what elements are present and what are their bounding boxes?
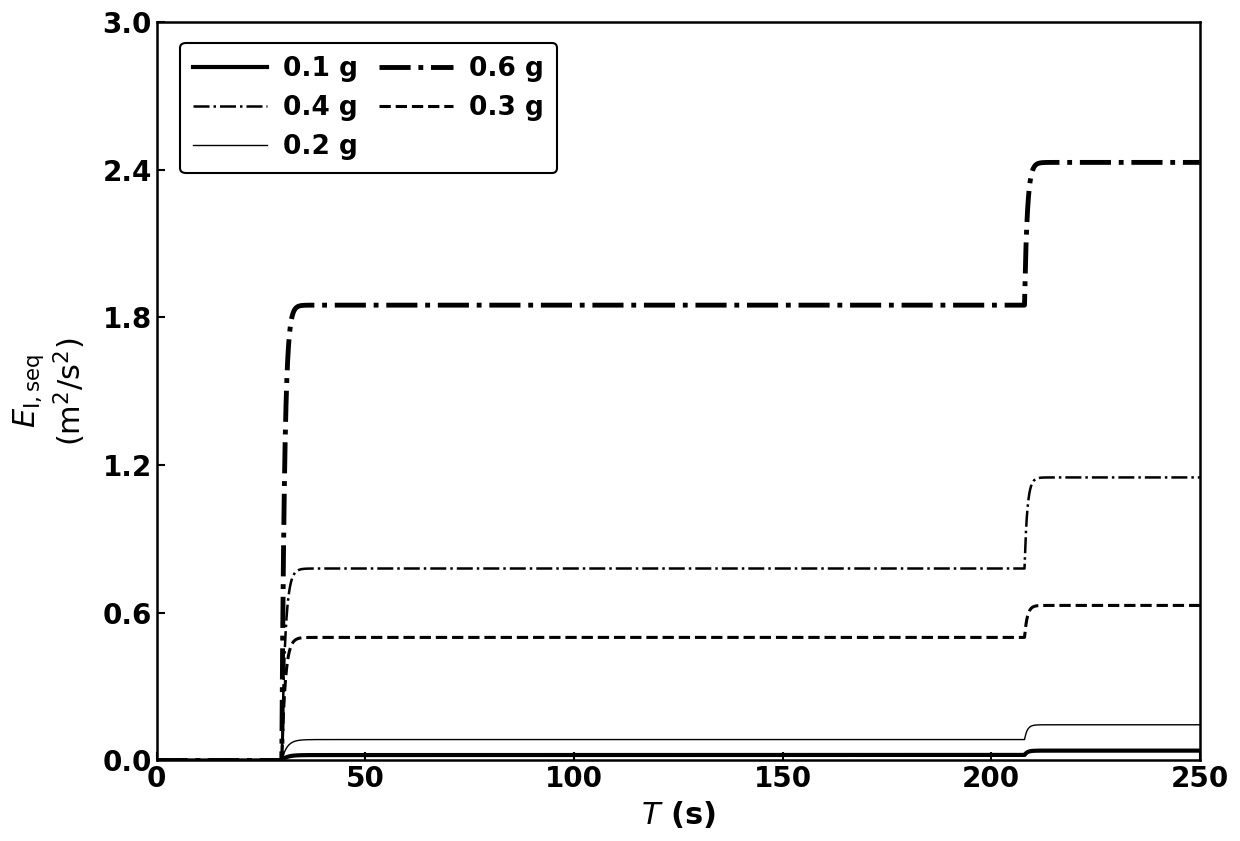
0.3 g (192, 755, 207, 765)
0.2 g (149, 755, 164, 765)
Line: 0.3 g: 0.3 g (156, 606, 1200, 760)
0.3 g (149, 755, 164, 765)
0.1 g (192, 755, 207, 765)
0.1 g (149, 755, 164, 765)
0.1 g (1193, 746, 1208, 756)
0.4 g (212, 755, 227, 765)
0.4 g (1116, 473, 1131, 483)
0.3 g (212, 755, 227, 765)
0.2 g (192, 755, 207, 765)
0.3 g (1137, 600, 1152, 611)
0.2 g (1193, 720, 1208, 730)
0.4 g (149, 755, 164, 765)
0.4 g (353, 563, 368, 574)
0.6 g (1193, 157, 1208, 167)
0.4 g (1193, 473, 1208, 483)
Line: 0.4 g: 0.4 g (156, 478, 1200, 760)
0.4 g (660, 563, 675, 574)
Y-axis label: $E_{\rm I,seq}$
$(\rm m^2/s^2)$: $E_{\rm I,seq}$ $(\rm m^2/s^2)$ (11, 337, 88, 446)
0.1 g (212, 755, 227, 765)
0.1 g (660, 750, 675, 760)
0.2 g (212, 755, 227, 765)
0.3 g (660, 632, 675, 643)
0.6 g (212, 755, 227, 765)
0.3 g (353, 632, 368, 643)
0.4 g (192, 755, 207, 765)
0.1 g (1121, 746, 1136, 756)
0.3 g (154, 755, 169, 765)
0.6 g (660, 300, 675, 310)
Line: 0.1 g: 0.1 g (156, 751, 1200, 760)
0.3 g (1193, 600, 1208, 611)
0.1 g (353, 750, 368, 760)
0.2 g (353, 734, 368, 744)
0.6 g (149, 755, 164, 765)
0.6 g (1137, 157, 1152, 167)
0.6 g (1117, 157, 1132, 167)
Line: 0.6 g: 0.6 g (156, 162, 1200, 760)
0.1 g (1137, 746, 1152, 756)
0.2 g (1137, 720, 1152, 730)
0.2 g (1118, 720, 1133, 730)
0.2 g (660, 734, 675, 744)
0.2 g (154, 755, 169, 765)
0.3 g (1117, 600, 1132, 611)
0.1 g (154, 755, 169, 765)
0.6 g (154, 755, 169, 765)
0.4 g (154, 755, 169, 765)
X-axis label: $T$ (s): $T$ (s) (641, 799, 715, 830)
Line: 0.2 g: 0.2 g (156, 725, 1200, 760)
0.6 g (353, 300, 368, 310)
0.6 g (192, 755, 207, 765)
Legend: 0.1 g, 0.4 g, 0.2 g, 0.6 g, 0.3 g: 0.1 g, 0.4 g, 0.2 g, 0.6 g, 0.3 g (180, 43, 557, 173)
0.4 g (1137, 473, 1152, 483)
